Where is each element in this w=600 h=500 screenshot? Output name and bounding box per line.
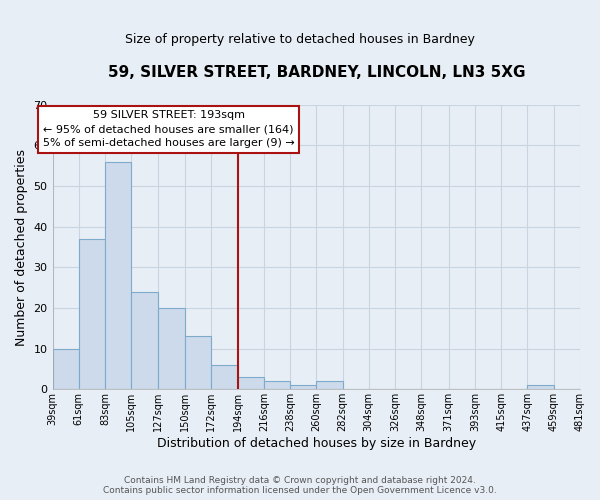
X-axis label: Distribution of detached houses by size in Bardney: Distribution of detached houses by size … bbox=[157, 437, 476, 450]
Bar bbox=[238, 377, 264, 390]
Bar bbox=[264, 381, 290, 390]
Title: 59, SILVER STREET, BARDNEY, LINCOLN, LN3 5XG: 59, SILVER STREET, BARDNEY, LINCOLN, LN3… bbox=[107, 65, 525, 80]
Bar bbox=[131, 292, 158, 390]
Y-axis label: Number of detached properties: Number of detached properties bbox=[15, 148, 28, 346]
Bar bbox=[105, 162, 131, 390]
Bar bbox=[211, 365, 238, 390]
Text: 59 SILVER STREET: 193sqm
← 95% of detached houses are smaller (164)
5% of semi-d: 59 SILVER STREET: 193sqm ← 95% of detach… bbox=[43, 110, 295, 148]
Text: Size of property relative to detached houses in Bardney: Size of property relative to detached ho… bbox=[125, 32, 475, 46]
Bar bbox=[79, 239, 105, 390]
Bar bbox=[158, 308, 185, 390]
Bar bbox=[290, 385, 316, 390]
Bar bbox=[527, 385, 554, 390]
Bar bbox=[185, 336, 211, 390]
Bar bbox=[316, 381, 343, 390]
Text: Contains HM Land Registry data © Crown copyright and database right 2024.
Contai: Contains HM Land Registry data © Crown c… bbox=[103, 476, 497, 495]
Bar bbox=[53, 348, 79, 390]
